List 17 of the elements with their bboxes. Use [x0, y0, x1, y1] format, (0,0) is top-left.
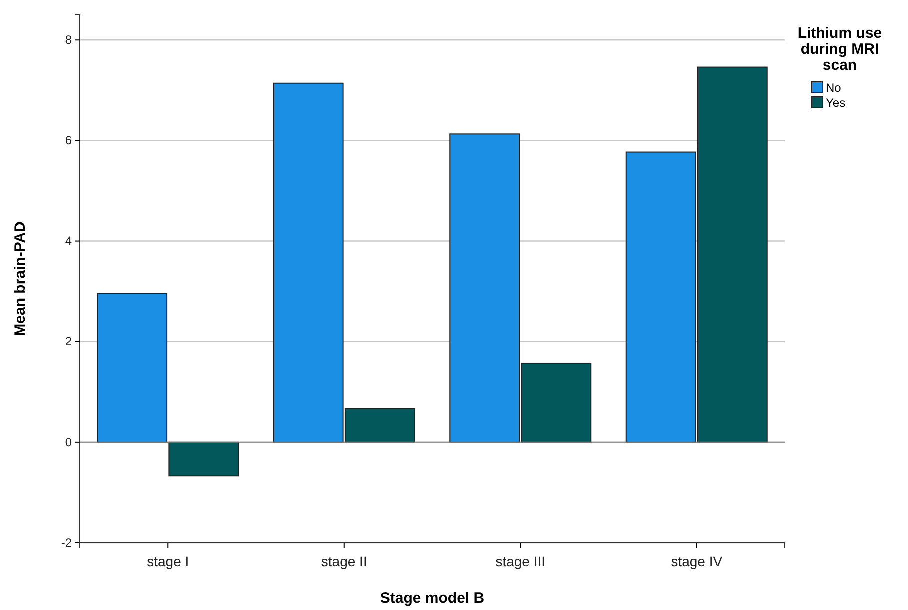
legend-label: Yes	[826, 96, 846, 110]
x-tick-label: stage I	[147, 553, 190, 570]
y-tick-label: -2	[61, 536, 72, 550]
x-tick-label: stage IV	[671, 553, 724, 570]
y-tick-label: 0	[65, 435, 72, 450]
y-tick-label: 8	[65, 32, 72, 47]
x-tick-label: stage III	[496, 553, 546, 570]
y-tick-label: 6	[65, 134, 72, 148]
bar	[168, 442, 240, 477]
legend-label: No	[826, 81, 842, 95]
y-axis-title: Mean brain-PAD	[12, 221, 29, 336]
x-tick-label: stage II	[321, 553, 368, 570]
y-tick-label: 2	[65, 334, 72, 349]
y-tick-label: 4	[65, 234, 72, 248]
x-axis-title: Stage model B	[380, 590, 485, 607]
bar	[97, 293, 168, 443]
legend-title: Lithium use during MRI scan	[798, 25, 882, 74]
